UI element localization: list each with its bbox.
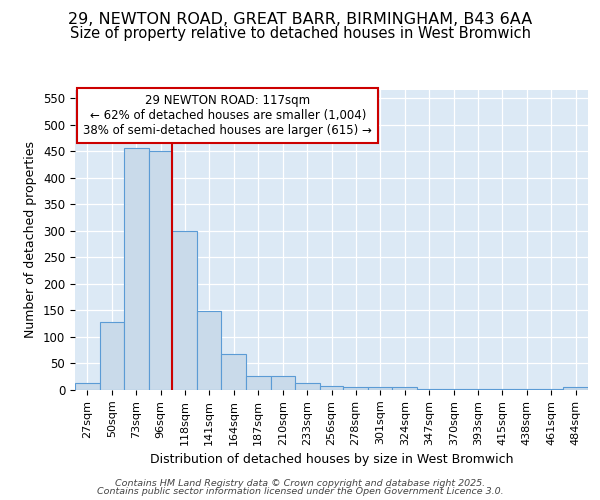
Bar [246, 376, 271, 390]
Bar [442, 389, 466, 390]
Bar [197, 312, 221, 390]
Text: Contains public sector information licensed under the Open Government Licence 3.: Contains public sector information licen… [97, 487, 503, 496]
Bar [124, 148, 149, 390]
Bar [392, 388, 417, 390]
Bar [271, 376, 295, 390]
Bar [343, 388, 368, 390]
Text: Contains HM Land Registry data © Crown copyright and database right 2025.: Contains HM Land Registry data © Crown c… [115, 478, 485, 488]
Text: 29 NEWTON ROAD: 117sqm
← 62% of detached houses are smaller (1,004)
38% of semi-: 29 NEWTON ROAD: 117sqm ← 62% of detached… [83, 94, 372, 137]
Bar [514, 389, 539, 390]
Bar [295, 383, 320, 390]
Text: 29, NEWTON ROAD, GREAT BARR, BIRMINGHAM, B43 6AA: 29, NEWTON ROAD, GREAT BARR, BIRMINGHAM,… [68, 12, 532, 28]
Bar [490, 389, 514, 390]
Bar [466, 389, 490, 390]
Bar [100, 322, 124, 390]
Y-axis label: Number of detached properties: Number of detached properties [25, 142, 37, 338]
Bar [368, 388, 392, 390]
Bar [149, 151, 172, 390]
Bar [563, 387, 588, 390]
Bar [172, 230, 197, 390]
Bar [539, 389, 563, 390]
Bar [320, 386, 343, 390]
Bar [221, 354, 246, 390]
X-axis label: Distribution of detached houses by size in West Bromwich: Distribution of detached houses by size … [150, 453, 513, 466]
Text: Size of property relative to detached houses in West Bromwich: Size of property relative to detached ho… [70, 26, 530, 41]
Bar [75, 383, 100, 390]
Bar [417, 389, 442, 390]
